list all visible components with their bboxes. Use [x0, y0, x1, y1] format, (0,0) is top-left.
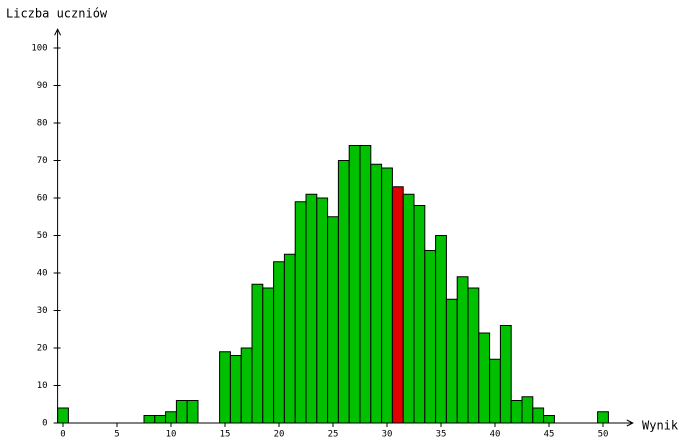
bar	[165, 411, 177, 424]
y-axis-arrow	[54, 28, 62, 36]
y-tick-label: 80	[37, 119, 48, 129]
bar	[510, 400, 523, 424]
bar	[391, 186, 404, 424]
y-tick-label: 100	[31, 44, 47, 54]
bar	[186, 400, 199, 424]
bar	[359, 145, 372, 424]
x-axis-label: Wynik	[642, 419, 679, 433]
x-tick-label: 10	[166, 430, 177, 440]
bar	[143, 415, 156, 424]
bar	[543, 415, 555, 424]
bar	[456, 276, 469, 424]
bar	[424, 250, 437, 424]
bar	[402, 193, 415, 424]
y-tick-label: 30	[37, 306, 48, 316]
bar	[175, 400, 188, 424]
bar	[251, 283, 264, 424]
y-tick-label: 0	[42, 419, 47, 429]
y-axis-label: Liczba uczniów	[6, 7, 108, 21]
bar	[348, 145, 361, 424]
bar	[229, 355, 242, 424]
x-tick-label: 30	[382, 430, 393, 440]
bar	[489, 358, 501, 424]
bar	[478, 332, 491, 424]
x-tick-label: 45	[544, 430, 555, 440]
y-tick-label: 40	[37, 269, 48, 279]
bar	[305, 193, 318, 424]
bar	[316, 197, 329, 424]
x-tick-label: 25	[328, 430, 339, 440]
bar	[413, 205, 426, 424]
bar	[370, 163, 383, 424]
y-tick-label: 20	[37, 344, 48, 354]
x-tick-label: 15	[220, 430, 231, 440]
y-tick-label: 60	[37, 194, 48, 204]
bar	[499, 325, 512, 424]
bar	[521, 396, 534, 424]
bar	[154, 415, 167, 424]
x-tick-label: 40	[490, 430, 501, 440]
x-tick-label: 35	[436, 430, 447, 440]
bar	[381, 167, 393, 424]
bar	[294, 201, 307, 424]
y-tick-label: 10	[37, 381, 48, 391]
bar	[327, 216, 339, 424]
x-axis-arrow	[626, 419, 634, 427]
y-tick-label: 90	[37, 81, 48, 91]
x-tick-label: 50	[598, 430, 609, 440]
y-tick-label: 50	[37, 231, 48, 241]
bar	[219, 351, 231, 424]
y-tick-label: 70	[37, 156, 48, 166]
bar	[467, 287, 480, 424]
bar	[57, 407, 69, 424]
bar	[435, 235, 447, 424]
bar	[445, 298, 458, 424]
bar	[240, 347, 253, 424]
x-tick-label: 0	[60, 430, 65, 440]
x-tick-label: 5	[114, 430, 119, 440]
bar	[283, 253, 296, 424]
x-tick-label: 20	[274, 430, 285, 440]
bar	[597, 411, 609, 424]
bar	[337, 160, 350, 424]
bar	[262, 287, 275, 424]
bar	[273, 261, 285, 424]
bar	[532, 407, 545, 424]
